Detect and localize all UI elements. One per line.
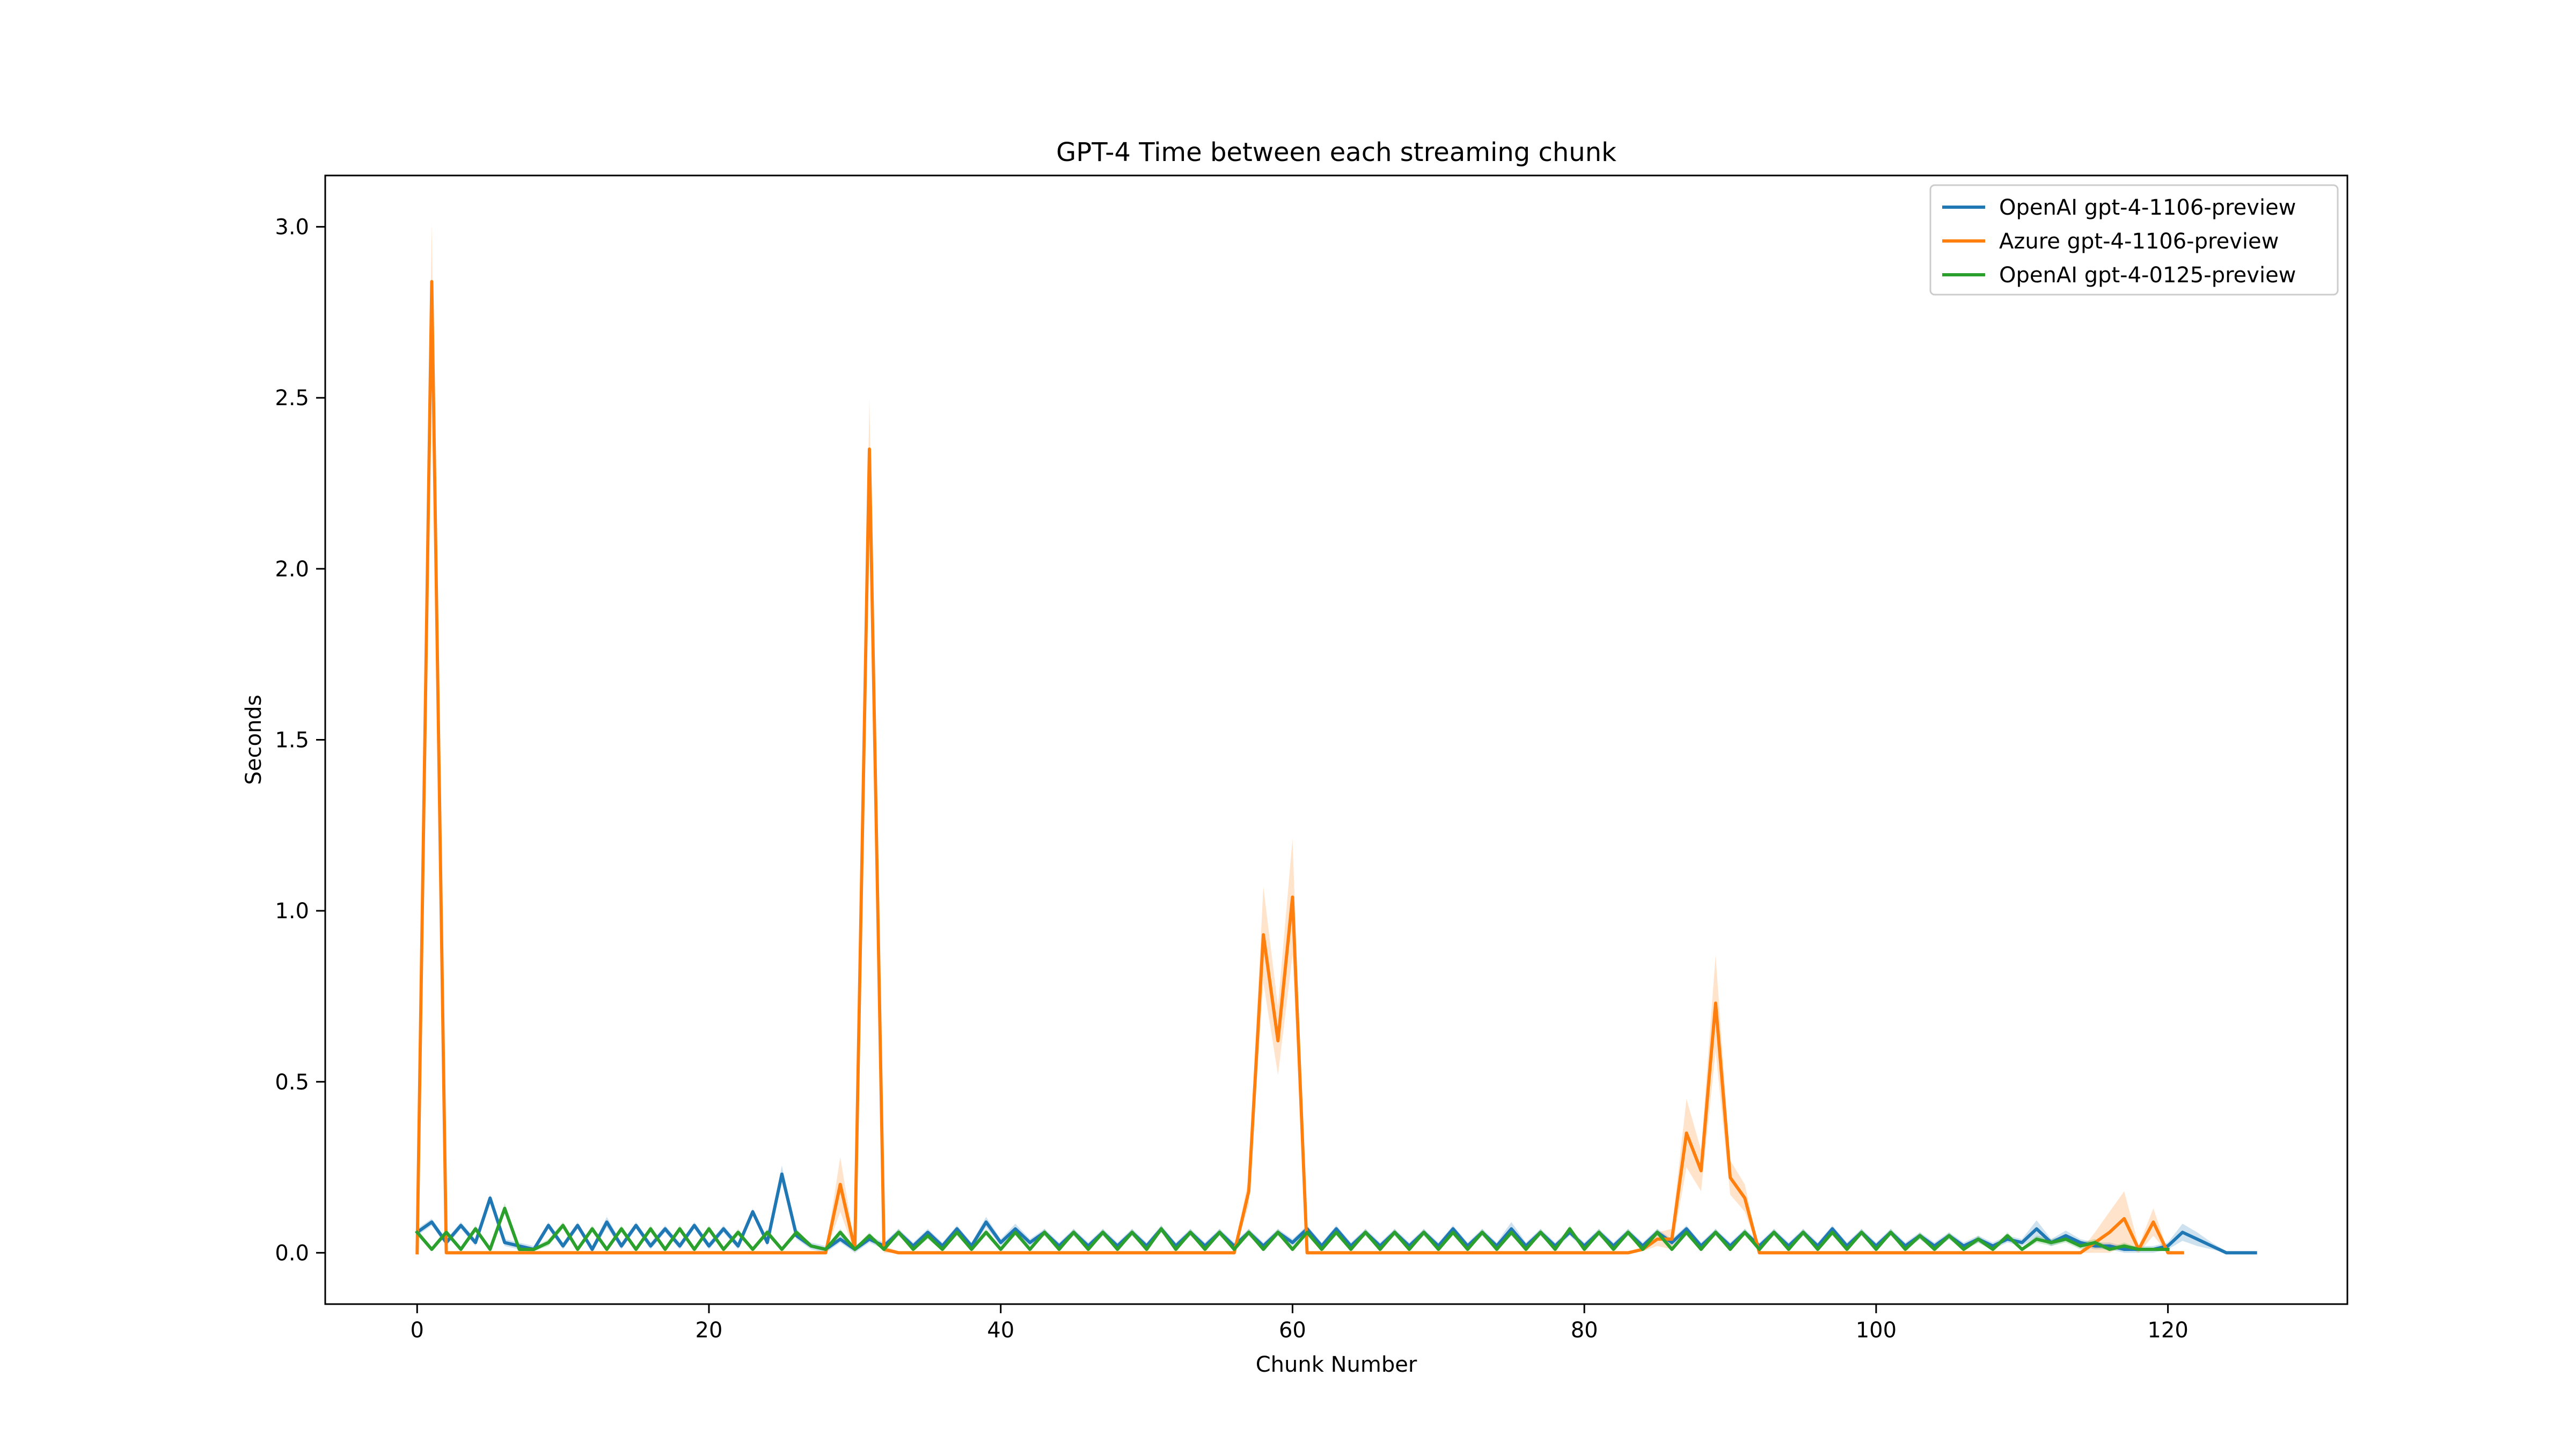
series-line-3 [415,1206,2170,1251]
y-tick-label: 0.5 [275,1070,309,1095]
chart-title: GPT-4 Time between each streaming chunk [1056,137,1616,167]
legend-entry-1: OpenAI gpt-4-1106-preview [1999,195,2296,220]
legend: OpenAI gpt-4-1106-preview Azure gpt-4-110… [1929,184,2339,296]
x-tick-label: 0 [411,1318,424,1343]
x-axis-label: Chunk Number [1256,1352,1417,1377]
x-tick-label: 60 [1279,1318,1306,1343]
y-axis-label: Seconds [241,694,266,785]
x-tick-label: 120 [2147,1318,2188,1343]
series-line-2 [415,280,2184,1255]
legend-entry-3: OpenAI gpt-4-0125-preview [1999,263,2296,288]
x-tick-label: 100 [1856,1318,1897,1343]
y-tick-label: 3.0 [275,215,309,240]
y-tick-label: 0.0 [275,1241,309,1265]
y-tick-label: 2.0 [275,557,309,582]
x-tick-label: 20 [696,1318,723,1343]
legend-entry-2: Azure gpt-4-1106-preview [1999,229,2279,254]
x-tick-label: 80 [1571,1318,1598,1343]
x-axis-ticks: 0 20 40 60 80 100 120 [411,1304,2189,1343]
y-tick-label: 1.0 [275,899,309,924]
series-lines [415,280,2257,1255]
y-axis-ticks: 0.0 0.5 1.0 1.5 2.0 2.5 3.0 [275,215,325,1265]
y-tick-label: 2.5 [275,386,309,411]
legend-box [1929,184,2339,296]
y-tick-label: 1.5 [275,728,309,753]
plot-area [325,175,2347,1304]
x-tick-label: 40 [987,1318,1014,1343]
